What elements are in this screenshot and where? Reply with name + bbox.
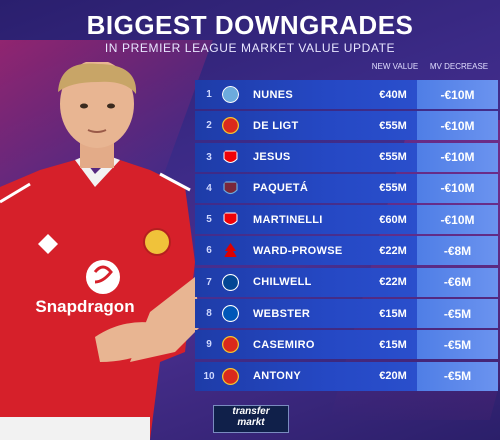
new-value: €15M [379, 338, 407, 351]
mv-decrease: -€10M [417, 80, 498, 109]
logo-text-line2: markt [237, 417, 265, 428]
new-value: €22M [379, 244, 407, 257]
rank-number: 10 [203, 370, 215, 382]
player-name: WARD-PROWSE [253, 244, 343, 257]
mv-decrease: -€10M [417, 205, 498, 235]
column-header-new-value: NEW VALUE [371, 62, 419, 71]
player-name: MARTINELLI [253, 213, 323, 226]
new-value: €15M [379, 307, 407, 320]
player-name: WEBSTER [253, 307, 311, 320]
player-name: DE LIGT [253, 119, 299, 132]
table-row: 1 NUNES €40M -€10M [195, 80, 498, 109]
ranking-table: 1 NUNES €40M -€10M 2 DE LIGT €55M -€10M … [195, 80, 498, 393]
table-row: 4 PAQUETÁ €55M -€10M [195, 173, 498, 203]
logo-text-line1: transfer [232, 406, 270, 417]
player-name: ANTONY [253, 370, 302, 383]
rank-number: 3 [206, 151, 212, 163]
man-utd-crest-icon [222, 117, 239, 135]
man-utd-crest-icon [222, 367, 239, 385]
rank-number: 7 [206, 276, 212, 288]
table-row: 3 JESUS €55M -€10M [195, 142, 498, 172]
transfermarkt-logo: transfer markt [213, 405, 289, 433]
new-value: €55M [379, 151, 407, 164]
page-subtitle: IN PREMIER LEAGUE MARKET VALUE UPDATE [104, 41, 396, 55]
player-name: CHILWELL [253, 276, 312, 289]
player-name: CASEMIRO [253, 338, 315, 351]
player-photo: Snapdragon [0, 62, 200, 440]
west-ham-crest-icon [223, 181, 238, 194]
table-row: 6 WARD-PROWSE €22M -€8M [195, 236, 498, 266]
rank-number: 9 [206, 339, 212, 351]
mv-decrease: -€8M [417, 236, 498, 266]
mv-decrease: -€5M [417, 361, 498, 391]
page-title: BIGGEST DOWNGRADES [86, 10, 414, 40]
new-value: €60M [379, 213, 407, 226]
rank-number: 2 [206, 120, 212, 132]
table-row: 8 WEBSTER €15M -€5M [195, 299, 498, 329]
new-value: €20M [379, 370, 407, 383]
column-header-mv-decrease: MV DECREASE [429, 62, 489, 71]
mv-decrease: -€10M [417, 173, 498, 203]
shirt-sponsor-text: Snapdragon [35, 297, 134, 316]
player-name: NUNES [253, 88, 294, 101]
rank-number: 4 [206, 182, 212, 194]
arsenal-crest-icon [223, 212, 238, 226]
new-value: €22M [379, 276, 407, 289]
new-value: €55M [379, 182, 407, 195]
mv-decrease: -€10M [417, 111, 498, 141]
arsenal-crest-icon [223, 150, 238, 163]
man-utd-crest-icon [222, 336, 239, 354]
mv-decrease: -€6M [417, 267, 498, 297]
table-row: 10 ANTONY €20M -€5M [195, 361, 498, 391]
brighton-crest-icon [222, 305, 239, 323]
chelsea-crest-icon [222, 273, 239, 291]
new-value: €55M [379, 119, 407, 132]
rank-number: 6 [206, 245, 212, 257]
player-name: JESUS [253, 151, 291, 164]
player-name: PAQUETÁ [253, 182, 309, 195]
mv-decrease: -€5M [417, 299, 498, 329]
table-row: 5 MARTINELLI €60M -€10M [195, 205, 498, 235]
new-value: €40M [379, 88, 407, 101]
table-row: 9 CASEMIRO €15M -€5M [195, 330, 498, 360]
table-row: 2 DE LIGT €55M -€10M [195, 111, 498, 141]
rank-number: 8 [206, 308, 212, 320]
rank-number: 1 [206, 89, 212, 100]
mv-decrease: -€10M [417, 142, 498, 172]
rank-number: 5 [206, 214, 212, 226]
table-row: 7 CHILWELL €22M -€6M [195, 267, 498, 297]
nottingham-forest-crest-icon [224, 243, 237, 258]
mv-decrease: -€5M [417, 330, 498, 360]
man-city-crest-icon [222, 86, 239, 103]
